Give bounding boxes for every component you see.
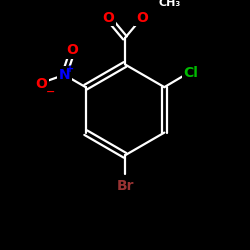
- Text: N: N: [58, 68, 70, 82]
- Text: Cl: Cl: [184, 66, 198, 80]
- Text: O: O: [136, 10, 148, 24]
- Text: O: O: [102, 10, 114, 24]
- Text: −: −: [46, 87, 55, 97]
- Text: CH₃: CH₃: [159, 0, 181, 8]
- Text: +: +: [66, 64, 74, 74]
- Text: O: O: [66, 43, 78, 57]
- Text: Br: Br: [116, 178, 134, 192]
- Text: O: O: [36, 77, 48, 91]
